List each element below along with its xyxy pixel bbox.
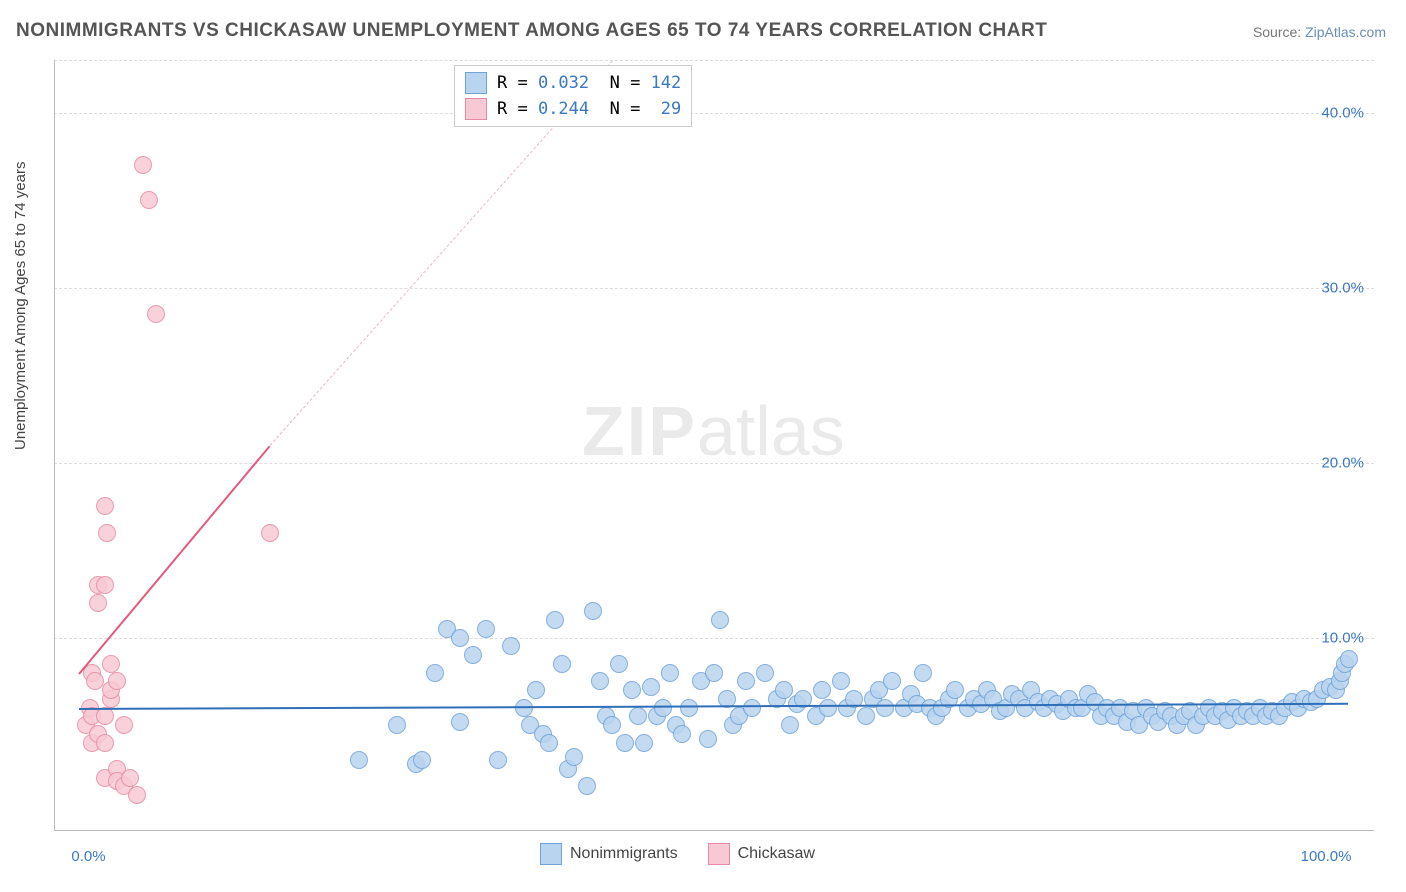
data-point-nonimmigrants bbox=[413, 751, 431, 769]
data-point-chickasaw bbox=[121, 769, 139, 787]
data-point-nonimmigrants bbox=[883, 672, 901, 690]
y-axis-label: Unemployment Among Ages 65 to 74 years bbox=[12, 161, 29, 450]
data-point-nonimmigrants bbox=[832, 672, 850, 690]
data-point-chickasaw bbox=[115, 716, 133, 734]
data-point-nonimmigrants bbox=[350, 751, 368, 769]
data-point-nonimmigrants bbox=[946, 681, 964, 699]
data-point-nonimmigrants bbox=[610, 655, 628, 673]
x-tick-right: 100.0% bbox=[1301, 848, 1352, 865]
data-point-nonimmigrants bbox=[813, 681, 831, 699]
data-point-nonimmigrants bbox=[464, 646, 482, 664]
data-point-chickasaw bbox=[96, 707, 114, 725]
data-point-chickasaw bbox=[102, 655, 120, 673]
data-point-chickasaw bbox=[89, 594, 107, 612]
data-point-nonimmigrants bbox=[540, 734, 558, 752]
stats-row-chickasaw: R = 0.244 N = 29 bbox=[465, 98, 681, 120]
data-point-nonimmigrants bbox=[635, 734, 653, 752]
gridline bbox=[54, 638, 1374, 639]
data-point-nonimmigrants bbox=[591, 672, 609, 690]
swatch-nonimmigrants bbox=[465, 72, 487, 94]
data-point-chickasaw bbox=[261, 524, 279, 542]
y-axis bbox=[54, 60, 55, 830]
data-point-nonimmigrants bbox=[546, 611, 564, 629]
data-point-nonimmigrants bbox=[642, 678, 660, 696]
data-point-nonimmigrants bbox=[1340, 650, 1358, 668]
gridline bbox=[54, 288, 1374, 289]
x-axis bbox=[54, 830, 1374, 831]
stats-legend: R = 0.032 N = 142 R = 0.244 N = 29 bbox=[454, 65, 692, 127]
series-legend: Nonimmigrants Chickasaw bbox=[540, 843, 815, 865]
data-point-chickasaw bbox=[98, 524, 116, 542]
source-prefix: Source: bbox=[1253, 24, 1305, 40]
data-point-nonimmigrants bbox=[699, 730, 717, 748]
data-point-nonimmigrants bbox=[451, 629, 469, 647]
source-credit: Source: ZipAtlas.com bbox=[1253, 24, 1386, 40]
legend-label: Chickasaw bbox=[738, 845, 815, 862]
gridline bbox=[54, 463, 1374, 464]
data-point-nonimmigrants bbox=[388, 716, 406, 734]
data-point-nonimmigrants bbox=[426, 664, 444, 682]
data-point-nonimmigrants bbox=[705, 664, 723, 682]
data-point-chickasaw bbox=[140, 191, 158, 209]
legend-label: Nonimmigrants bbox=[570, 845, 678, 862]
data-point-nonimmigrants bbox=[819, 699, 837, 717]
data-point-nonimmigrants bbox=[623, 681, 641, 699]
data-point-chickasaw bbox=[108, 672, 126, 690]
data-point-chickasaw bbox=[86, 672, 104, 690]
chart-title: NONIMMIGRANTS VS CHICKASAW UNEMPLOYMENT … bbox=[16, 20, 1047, 42]
data-point-nonimmigrants bbox=[477, 620, 495, 638]
source-link[interactable]: ZipAtlas.com bbox=[1305, 24, 1386, 40]
legend-item-chickasaw: Chickasaw bbox=[708, 843, 815, 865]
data-point-nonimmigrants bbox=[578, 777, 596, 795]
legend-item-nonimmigrants: Nonimmigrants bbox=[540, 843, 678, 865]
gridline bbox=[54, 113, 1374, 114]
data-point-chickasaw bbox=[96, 497, 114, 515]
data-point-nonimmigrants bbox=[661, 664, 679, 682]
trend-line bbox=[79, 445, 271, 674]
data-point-nonimmigrants bbox=[553, 655, 571, 673]
stats-text: R = 0.032 N = 142 bbox=[497, 73, 681, 93]
data-point-nonimmigrants bbox=[565, 748, 583, 766]
data-point-nonimmigrants bbox=[857, 707, 875, 725]
data-point-chickasaw bbox=[96, 576, 114, 594]
data-point-nonimmigrants bbox=[527, 681, 545, 699]
y-tick-label: 10.0% bbox=[1321, 629, 1364, 646]
data-point-nonimmigrants bbox=[616, 734, 634, 752]
data-point-nonimmigrants bbox=[629, 707, 647, 725]
data-point-nonimmigrants bbox=[781, 716, 799, 734]
data-point-nonimmigrants bbox=[876, 699, 894, 717]
data-point-nonimmigrants bbox=[502, 637, 520, 655]
data-point-nonimmigrants bbox=[914, 664, 932, 682]
swatch-chickasaw bbox=[465, 98, 487, 120]
data-point-nonimmigrants bbox=[737, 672, 755, 690]
data-point-nonimmigrants bbox=[743, 699, 761, 717]
data-point-chickasaw bbox=[128, 786, 146, 804]
y-tick-label: 30.0% bbox=[1321, 279, 1364, 296]
data-point-nonimmigrants bbox=[711, 611, 729, 629]
legend-swatch-nonimmigrants bbox=[540, 843, 562, 865]
data-point-nonimmigrants bbox=[673, 725, 691, 743]
data-point-nonimmigrants bbox=[756, 664, 774, 682]
legend-swatch-chickasaw bbox=[708, 843, 730, 865]
data-point-chickasaw bbox=[134, 156, 152, 174]
data-point-chickasaw bbox=[96, 734, 114, 752]
data-point-chickasaw bbox=[147, 305, 165, 323]
y-tick-label: 40.0% bbox=[1321, 104, 1364, 121]
y-tick-label: 20.0% bbox=[1321, 454, 1364, 471]
data-point-nonimmigrants bbox=[584, 602, 602, 620]
stats-text: R = 0.244 N = 29 bbox=[497, 99, 681, 119]
data-point-nonimmigrants bbox=[451, 713, 469, 731]
chart-plot-area: 10.0% 20.0% 30.0% 40.0% bbox=[54, 60, 1374, 830]
stats-row-nonimmigrants: R = 0.032 N = 142 bbox=[465, 72, 681, 94]
gridline bbox=[54, 60, 1374, 61]
data-point-nonimmigrants bbox=[489, 751, 507, 769]
data-point-nonimmigrants bbox=[603, 716, 621, 734]
x-tick-left: 0.0% bbox=[71, 848, 105, 865]
